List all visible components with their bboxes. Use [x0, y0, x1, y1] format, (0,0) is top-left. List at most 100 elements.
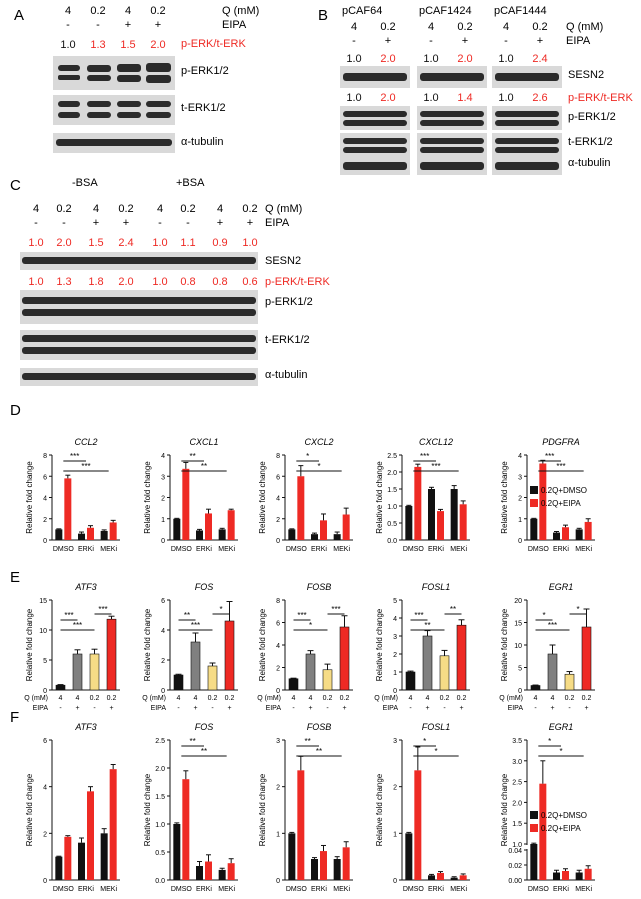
- b-blot: [492, 133, 562, 157]
- bar: [218, 529, 226, 540]
- bar: [405, 671, 416, 691]
- significance-label: ***: [81, 462, 90, 471]
- y-tick-label: 0: [393, 878, 397, 885]
- bar: [87, 791, 94, 880]
- x-tick-label: DMSO: [528, 886, 550, 893]
- y-axis-label: Relative fold change: [500, 608, 509, 681]
- x-tick-label: +: [193, 705, 197, 712]
- x-tick-label: 4: [551, 695, 555, 702]
- y-tick-label: 3: [393, 738, 397, 745]
- e-q-label: Q (mM): [374, 695, 398, 702]
- significance-label: **: [201, 462, 207, 471]
- y-tick-label: 4: [43, 496, 47, 503]
- bar: [288, 678, 299, 691]
- b-row-label: α-tubulin: [568, 157, 610, 169]
- legend-swatch: [530, 499, 538, 507]
- bar: [405, 506, 413, 540]
- bar: [530, 685, 541, 691]
- bar: [342, 514, 350, 540]
- b-erk-ratio: 1.0: [423, 92, 438, 104]
- significance-label: ***: [331, 605, 340, 614]
- bar: [422, 635, 433, 691]
- bar: [55, 529, 63, 540]
- y-tick-label: 0.00: [508, 878, 522, 885]
- y-tick-label: 0.5: [155, 850, 165, 857]
- a-row-label: t-ERK1/2: [181, 102, 226, 114]
- b-blot: [492, 106, 562, 130]
- x-tick-label: DMSO: [286, 546, 308, 553]
- b-row-label: p-ERK/t-ERK: [568, 92, 633, 104]
- y-tick-label: 2: [276, 666, 280, 673]
- b-band: [495, 147, 559, 153]
- significance-label: **: [450, 605, 456, 614]
- x-tick-label: -: [211, 705, 214, 712]
- c-erk-ratio: 1.8: [88, 276, 103, 288]
- y-tick-label: 5: [393, 598, 397, 605]
- x-tick-label: MEKi: [100, 546, 117, 553]
- y-tick-label: 3.0: [512, 759, 522, 766]
- panel-b: Q (mM) EIPA SESN2 p-ERK/t-ERK p-ERK1/2 t…: [340, 5, 633, 175]
- y-tick-label: 2: [393, 785, 397, 792]
- y-tick-label: 0: [43, 688, 47, 695]
- b-band: [343, 120, 407, 126]
- bar: [78, 842, 85, 880]
- x-tick-label: -: [177, 705, 180, 712]
- bar: [459, 504, 467, 540]
- y-tick-label: 1: [393, 831, 397, 838]
- significance-label: *: [219, 605, 222, 614]
- c-eipa-value: -: [34, 217, 38, 229]
- significance-label: ***: [431, 462, 440, 471]
- bar: [207, 665, 218, 691]
- y-tick-label: 2.0: [387, 470, 397, 477]
- chart-f-fosb: FOSB Relative fold change 0 1 2 3 DMSO ERKi MEKi…: [258, 722, 353, 893]
- y-tick-label: 1.5: [155, 794, 165, 801]
- bar: [575, 872, 583, 880]
- a-q-value: 4: [125, 5, 131, 17]
- bar: [320, 520, 327, 540]
- y-tick-label: 4: [161, 453, 165, 460]
- y-tick-label: 1: [161, 517, 165, 524]
- x-tick-label: 0.2: [582, 695, 592, 702]
- bar: [581, 626, 592, 691]
- e-eipa-label: EIPA: [151, 705, 167, 712]
- c-sesn2-ratio: 1.5: [88, 237, 103, 249]
- x-tick-label: ERKi: [78, 886, 94, 893]
- b-band: [495, 138, 559, 144]
- bar: [227, 863, 235, 880]
- legend-swatch: [530, 811, 538, 819]
- b-band: [420, 120, 484, 126]
- x-tick-label: ERKi: [428, 886, 444, 893]
- bar: [553, 872, 560, 880]
- c-sesn2-ratio: 1.0: [28, 237, 43, 249]
- bar: [106, 618, 117, 691]
- a-eipa-value: -: [66, 19, 70, 31]
- bar: [55, 856, 63, 880]
- y-axis-label: Relative fold change: [500, 461, 509, 534]
- b-sesn2-ratio: 2.4: [532, 53, 547, 65]
- c-row-label: t-ERK1/2: [265, 334, 310, 346]
- y-tick-label: 4: [393, 616, 397, 623]
- bar: [439, 655, 450, 691]
- a-ratio-value: 1.0: [60, 39, 75, 51]
- x-tick-label: ERKi: [78, 546, 94, 553]
- y-tick-label: 2: [276, 785, 280, 792]
- x-tick-label: MEKi: [218, 546, 235, 553]
- bar: [547, 653, 558, 691]
- c-erk-ratio: 1.3: [56, 276, 71, 288]
- x-tick-label: DMSO: [286, 886, 308, 893]
- x-tick-label: +: [550, 705, 554, 712]
- c-erk-ratio: 0.8: [212, 276, 227, 288]
- a-q-value: 0.2: [150, 5, 165, 17]
- c-row-label: p-ERK1/2: [265, 296, 313, 308]
- a-ratio-value: 2.0: [150, 39, 165, 51]
- chart-title: FOSL1: [422, 722, 451, 732]
- panel-a: Q (mM) EIPA p-ERK/t-ERK p-ERK1/2 t-ERK1/…: [53, 5, 259, 153]
- x-tick-label: MEKi: [450, 886, 467, 893]
- e-eipa-label: EIPA: [33, 705, 49, 712]
- legend-label: 0.2Q+DMSO: [541, 811, 587, 820]
- c-q-value: 0.2: [118, 203, 133, 215]
- b-group-label: pCAF64: [342, 5, 382, 17]
- y-tick-label: 0: [161, 688, 165, 695]
- a-blot-tubulin: [53, 133, 175, 153]
- bar: [173, 824, 181, 880]
